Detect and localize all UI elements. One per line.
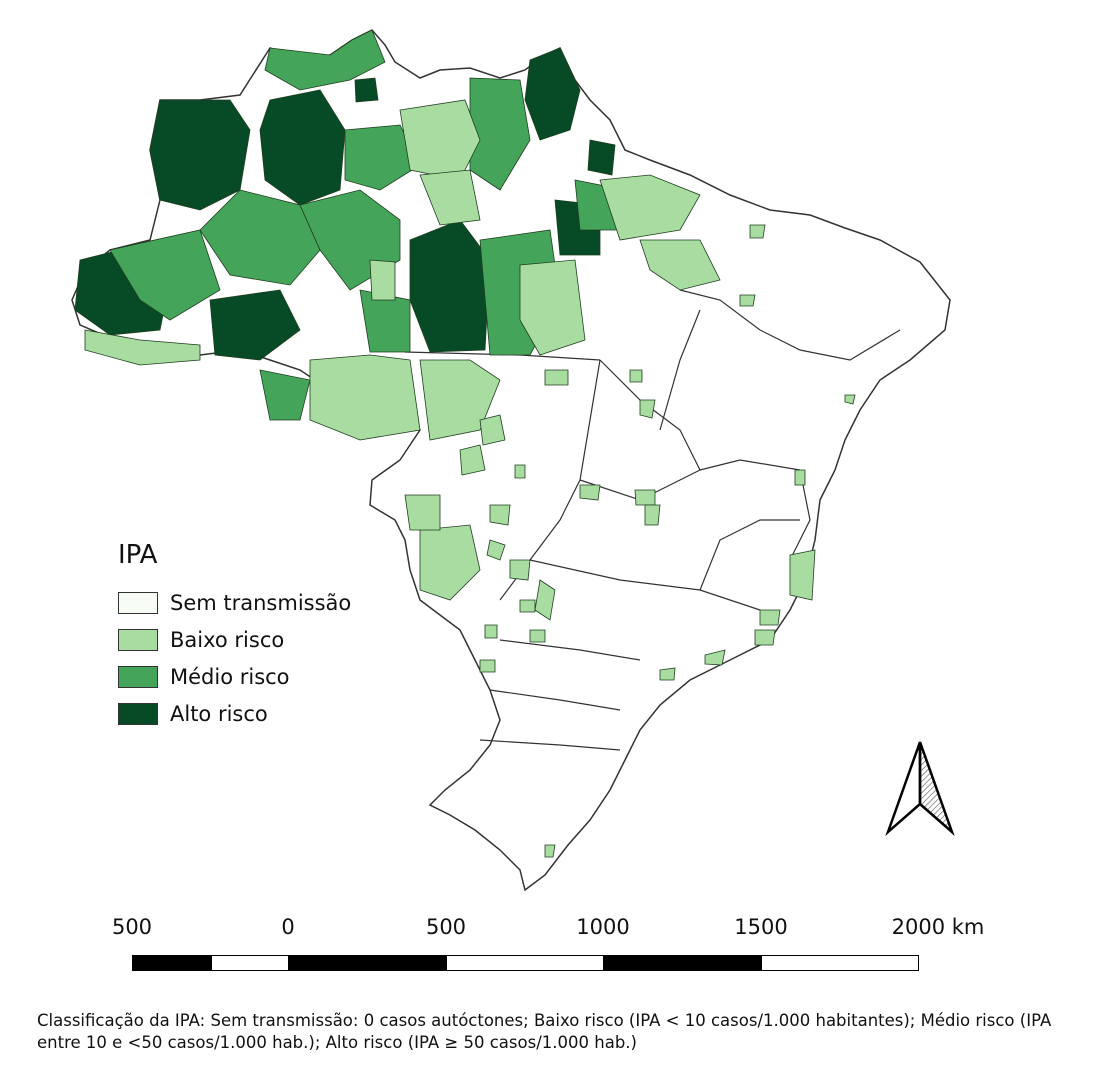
municipalities-north <box>74 29 721 441</box>
scale-segment <box>603 955 762 971</box>
scale-segment <box>446 955 604 971</box>
scale-segment <box>288 955 447 971</box>
scale-segment <box>761 955 919 971</box>
north-arrow-icon <box>885 741 955 837</box>
legend-label: Baixo risco <box>170 627 285 652</box>
legend-title: IPA <box>118 540 158 570</box>
legend-label: Médio risco <box>170 664 290 689</box>
scale-tick: 1000 <box>576 915 630 939</box>
legend-label: Alto risco <box>170 701 268 726</box>
state-borders <box>404 289 901 751</box>
scale-tick: 500 <box>111 915 153 939</box>
legend-swatch <box>118 665 158 688</box>
legend-item-medio-risco: Médio risco <box>118 658 351 695</box>
scale-segment <box>211 955 289 971</box>
legend-swatch <box>118 628 158 651</box>
caption: Classificação da IPA: Sem transmissão: 0… <box>37 1011 1052 1052</box>
scale-segment <box>132 955 212 971</box>
scale-tick: 500 <box>425 915 467 939</box>
legend: IPA Sem transmissão Baixo risco Médio ri… <box>118 540 351 732</box>
legend-item-alto-risco: Alto risco <box>118 695 351 732</box>
legend-label: Sem transmissão <box>170 590 352 615</box>
legend-item-baixo-risco: Baixo risco <box>118 621 351 658</box>
legend-swatch <box>118 702 158 725</box>
scale-tick: 1500 <box>734 915 788 939</box>
scale-tick: 2000 km <box>891 915 985 939</box>
legend-swatch <box>118 591 158 614</box>
scale-bar: 500 0 500 1000 1500 2000 km <box>110 915 1010 985</box>
municipalities-scattered <box>404 224 856 858</box>
legend-item-sem-transmissao: Sem transmissão <box>118 584 351 621</box>
scale-tick: 0 <box>281 915 295 939</box>
